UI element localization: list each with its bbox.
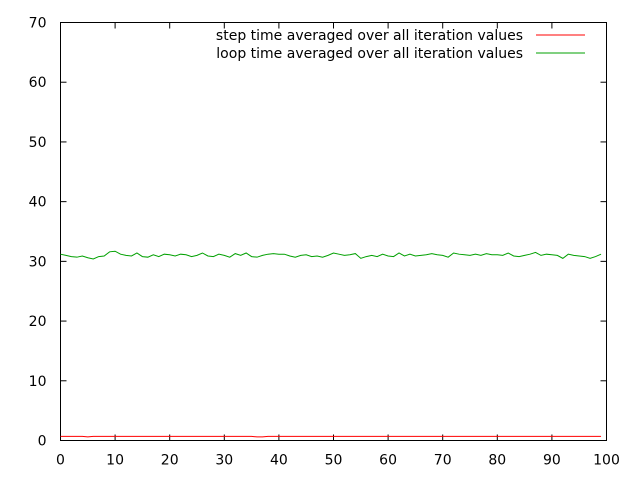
- x-tick-label: 10: [106, 453, 124, 469]
- y-tick-label: 0: [38, 434, 47, 450]
- series-line-1: [60, 435, 602, 438]
- y-tick-label: 40: [29, 195, 47, 211]
- y-tick-label: 10: [29, 374, 47, 390]
- x-tick-label: 80: [488, 453, 506, 469]
- x-tick-label: 70: [434, 453, 452, 469]
- y-tick-label: 70: [29, 16, 47, 32]
- y-tick-label: 50: [29, 135, 47, 151]
- y-tick-label: 60: [29, 75, 47, 91]
- plot-frame: [60, 22, 607, 441]
- legend-label-1: step time averaged over all iteration va…: [216, 28, 523, 44]
- axis-tick-labels: 0 10 20 30 40 50 60 70 80 90 100 0 10 20 30 40 50 60 70: [29, 16, 620, 469]
- legend: step time averaged over all iteration va…: [216, 28, 585, 62]
- x-tick-label: 60: [379, 453, 397, 469]
- x-tick-label: 30: [215, 453, 233, 469]
- x-tick-label: 90: [543, 453, 561, 469]
- series-lines: [60, 250, 602, 438]
- y-tick-label: 30: [29, 254, 47, 270]
- x-tick-label: 40: [270, 453, 288, 469]
- legend-label-2: loop time averaged over all iteration va…: [216, 46, 523, 62]
- x-tick-label: 0: [56, 453, 65, 469]
- x-tick-label: 100: [593, 453, 620, 469]
- x-tick-label: 50: [325, 453, 343, 469]
- axis-ticks: [60, 22, 607, 441]
- x-tick-label: 20: [161, 453, 179, 469]
- series-line-2: [60, 250, 602, 260]
- y-tick-label: 20: [29, 314, 47, 330]
